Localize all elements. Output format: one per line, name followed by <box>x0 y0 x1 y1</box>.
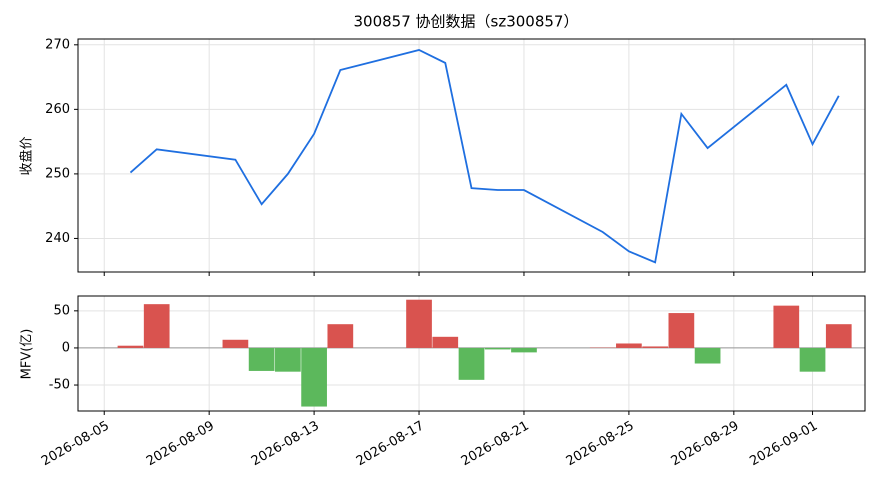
bar <box>327 324 353 348</box>
bar <box>249 348 275 371</box>
bar <box>118 346 144 348</box>
bar <box>406 300 432 348</box>
y-tick-label: 270 <box>45 37 70 52</box>
bar <box>511 348 537 352</box>
bar <box>800 348 826 372</box>
y-tick-label: 0 <box>62 340 70 355</box>
bar <box>669 313 695 348</box>
bar <box>275 348 301 372</box>
bar <box>642 346 668 347</box>
bar <box>695 348 721 364</box>
y-tick-label: 260 <box>45 102 70 117</box>
bar <box>485 348 511 349</box>
y-tick-label: 250 <box>45 166 70 181</box>
y-tick-label: 240 <box>45 231 70 246</box>
y-tick-label: 50 <box>53 303 70 318</box>
bar <box>459 348 485 380</box>
y-axis-label: MFV(亿) <box>20 329 35 380</box>
bar <box>144 304 170 348</box>
bar <box>223 340 249 348</box>
bar <box>301 348 327 407</box>
chart-title: 300857 协创数据（sz300857） <box>354 13 579 31</box>
bar <box>773 306 799 348</box>
bar <box>432 337 458 348</box>
y-tick-label: -50 <box>49 378 70 393</box>
bar <box>616 343 642 347</box>
y-axis-label: 收盘价 <box>19 136 35 175</box>
bar <box>826 324 852 348</box>
